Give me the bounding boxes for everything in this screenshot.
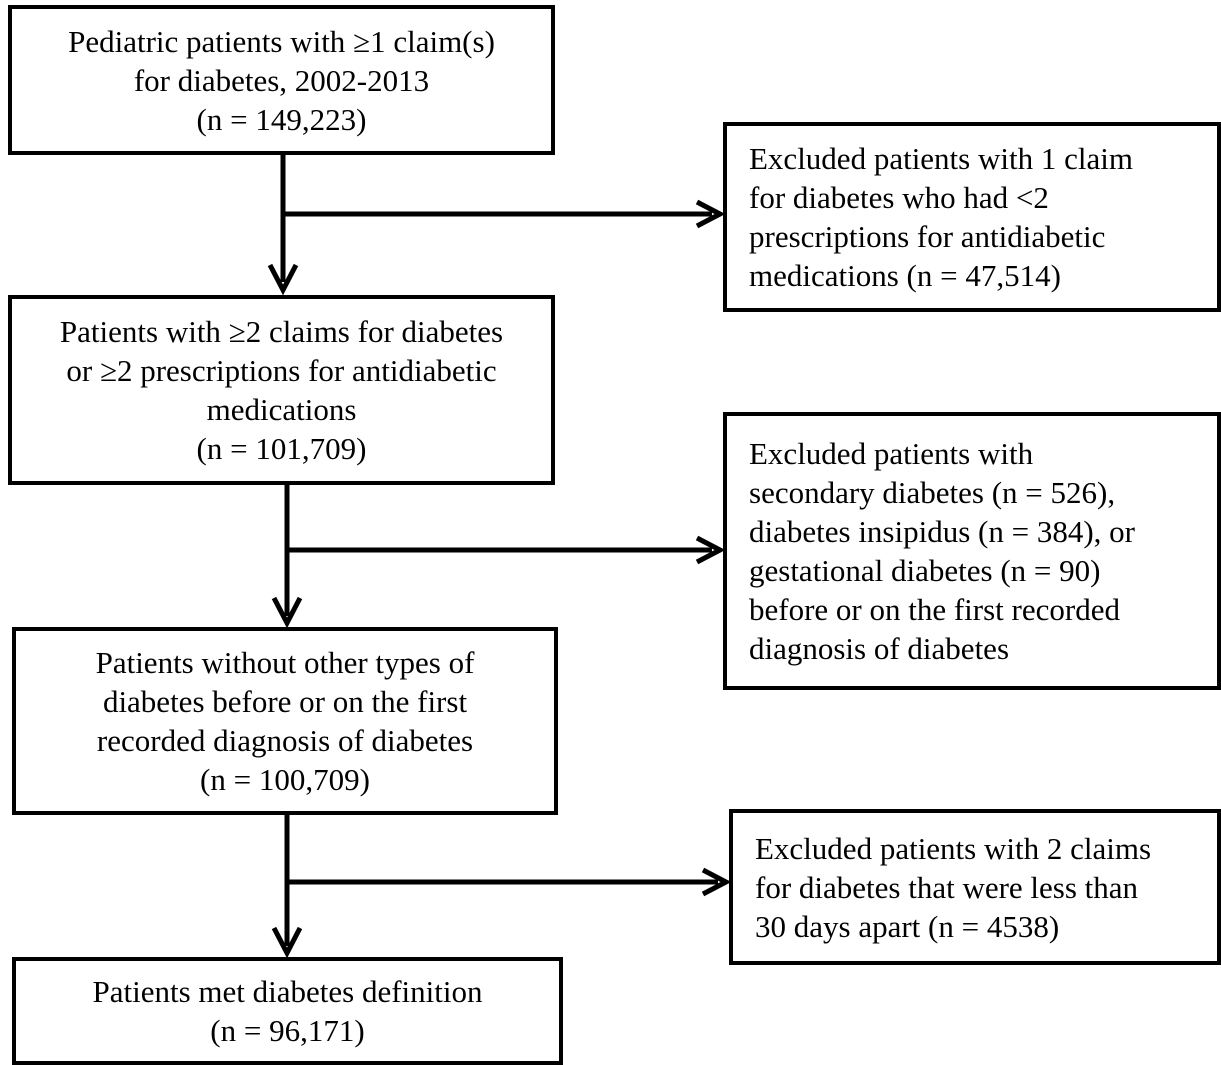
arrow-head-exclusion2: [695, 535, 726, 565]
exclusion-text-line: prescriptions for antidiabetic: [749, 219, 1106, 254]
step-count: (n = 96,171): [210, 1013, 365, 1048]
step-text-line: for diabetes, 2002-2013: [133, 62, 430, 98]
arrow-head-exclusion3: [701, 867, 732, 897]
exclusion-box-2: Excluded patients with secondary diabete…: [723, 412, 1221, 690]
step-text-line: Pediatric patients with ≥1 claim(s): [68, 23, 495, 59]
exclusion-text-line: medications (n = 47,514): [749, 258, 1061, 293]
exclusion-text-line: for diabetes that were less than: [755, 869, 1139, 905]
exclusion-text-line: 30 days apart (n = 4538): [755, 908, 1060, 944]
exclusion-text-line: secondary diabetes (n = 526),: [749, 475, 1116, 510]
step-text-line: diabetes before or on the first: [102, 684, 468, 719]
exclusion-text-line: Excluded patients with 2 claims: [755, 830, 1152, 866]
arrow-head-step4: [271, 926, 303, 959]
exclusion-text-line: Excluded patients with: [749, 436, 1034, 471]
step-text-line: Patients with ≥2 claims for diabetes: [59, 314, 504, 349]
arrow-head-step2: [267, 263, 299, 296]
step-count: (n = 101,709): [196, 431, 367, 466]
step-box-initial-cohort: Pediatric patients with ≥1 claim(s) for …: [8, 5, 555, 155]
step-text-line: recorded diagnosis of diabetes: [96, 723, 474, 758]
step-box-two-claims: Patients with ≥2 claims for diabetes or …: [8, 295, 555, 485]
exclusion-text-line: diabetes insipidus (n = 384), or: [749, 514, 1135, 549]
exclusion-box-3: Excluded patients with 2 claims for diab…: [729, 809, 1221, 965]
step-count: (n = 149,223): [196, 101, 367, 137]
arrow-head-exclusion1: [695, 199, 726, 229]
step-box-final-cohort: Patients met diabetes definition (n = 96…: [12, 957, 563, 1065]
exclusion-text-line: before or on the first recorded: [749, 592, 1120, 627]
exclusion-text-line: for diabetes who had <2: [749, 180, 1049, 215]
exclusion-text-line: gestational diabetes (n = 90): [749, 553, 1101, 588]
step-box-no-other-types: Patients without other types of diabetes…: [12, 627, 558, 815]
exclusion-text-line: Excluded patients with 1 claim: [749, 141, 1133, 176]
exclusion-text-line: diagnosis of diabetes: [749, 631, 1010, 666]
step-count: (n = 100,709): [200, 762, 370, 797]
step-text-line: medications: [206, 392, 357, 427]
step-text-line: or ≥2 prescriptions for antidiabetic: [66, 353, 497, 388]
exclusion-box-1: Excluded patients with 1 claim for diabe…: [723, 122, 1221, 312]
step-text-line: Patients met diabetes definition: [92, 974, 483, 1009]
step-text-line: Patients without other types of: [95, 645, 475, 680]
arrow-head-step3: [271, 596, 303, 629]
